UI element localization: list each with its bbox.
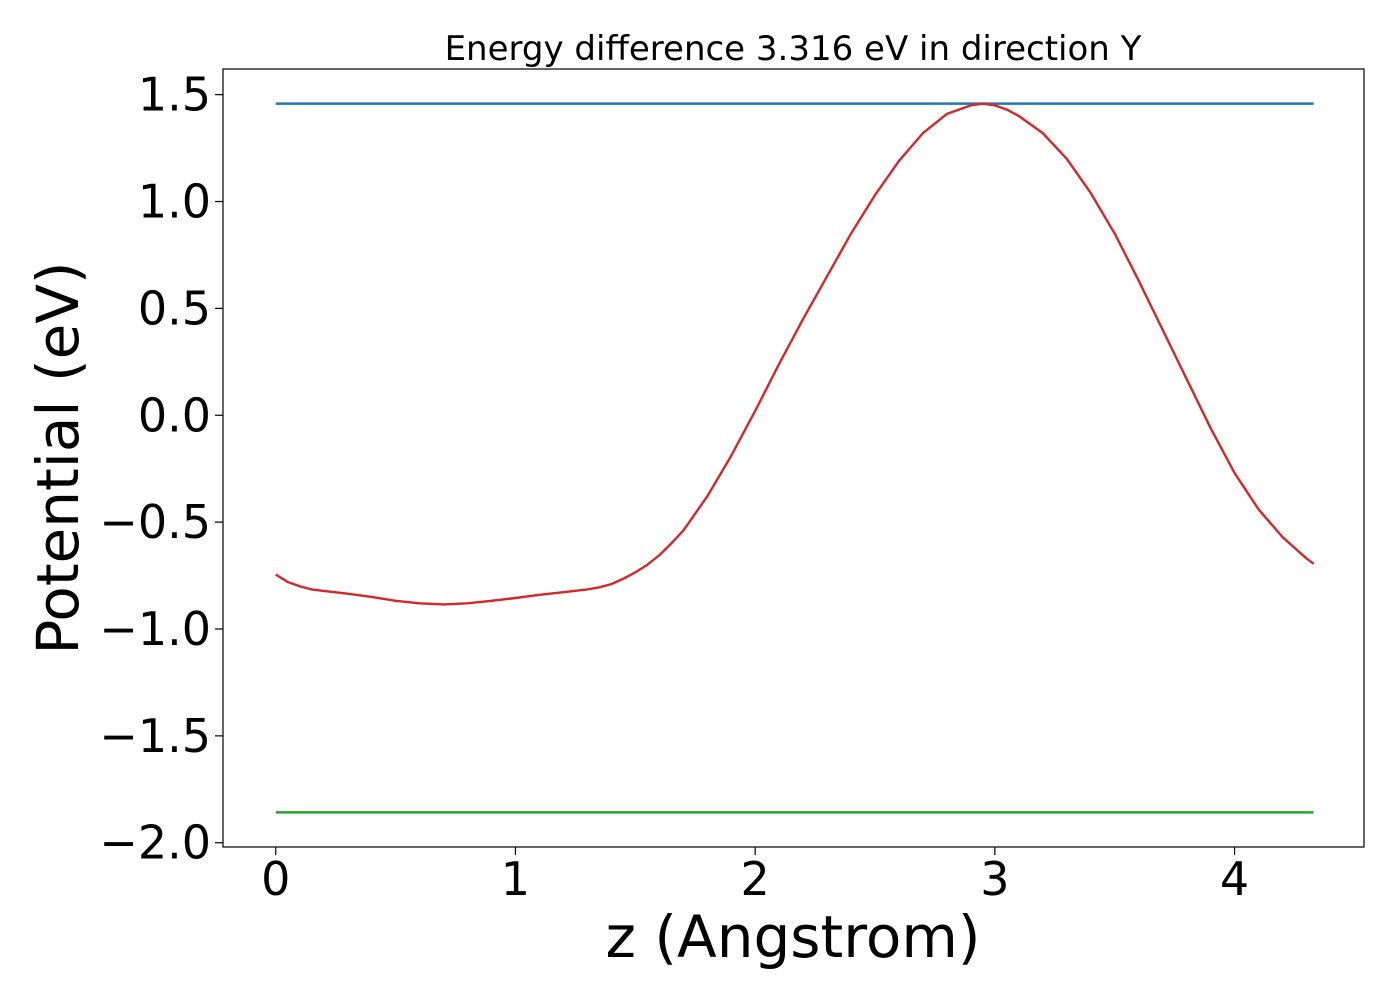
series-line-2 [275, 102, 1315, 606]
y-tick-label: −1.0 [99, 602, 211, 656]
y-tick-label: −2.0 [99, 816, 211, 870]
y-tick-label: 1.5 [138, 68, 211, 122]
x-tick-label: 4 [1220, 852, 1249, 906]
series-layer [275, 102, 1315, 814]
plot-area [222, 68, 1365, 848]
x-tick-label: 0 [261, 852, 290, 906]
y-tick-label: 0.5 [138, 281, 211, 335]
x-axis-label: z (Angstrom) [606, 903, 981, 971]
y-tick-label: 1.0 [138, 175, 211, 229]
y-axis-ticks: 1.5 1.0 0.5 0.0 −0.5 −1.0 −1.5 −2.0 [99, 68, 223, 870]
y-tick-label: −1.5 [99, 709, 211, 763]
plot-frame [222, 68, 1365, 848]
y-axis-label: Potential (eV) [24, 261, 92, 654]
x-tick-label: 3 [980, 852, 1009, 906]
y-tick-label: 0.0 [138, 388, 211, 442]
y-tick-label: −0.5 [99, 495, 211, 549]
x-axis-ticks: 0 1 2 3 4 [261, 847, 1249, 906]
chart-title: Energy difference 3.316 eV in direction … [445, 29, 1142, 69]
x-tick-label: 2 [741, 852, 770, 906]
x-tick-label: 1 [501, 852, 530, 906]
